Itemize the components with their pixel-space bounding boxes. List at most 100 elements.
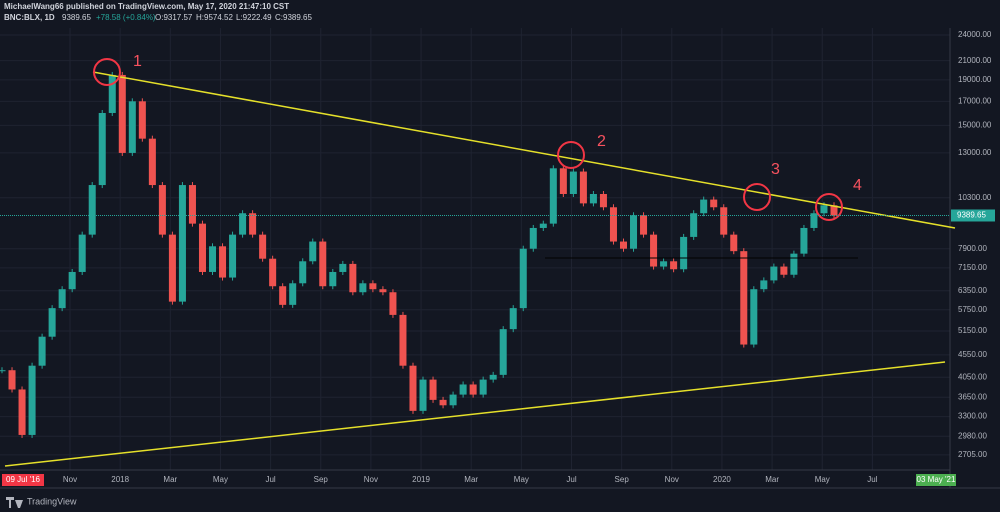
candle: [619, 241, 628, 249]
candle: [269, 258, 277, 287]
x-tick-label: Mar: [765, 475, 779, 484]
candle: [249, 213, 257, 235]
start-date: 09 Jul '16: [6, 475, 41, 484]
candle: [790, 253, 798, 275]
candle: [489, 374, 497, 380]
candle: [188, 185, 196, 224]
candle: [710, 199, 718, 208]
candle: [108, 74, 116, 113]
y-tick-label: 3650.00: [958, 392, 987, 401]
low: L:9222.49: [236, 13, 272, 22]
candle: [178, 185, 186, 302]
logo: [6, 497, 23, 508]
candle: [519, 248, 527, 309]
candle: [730, 234, 738, 252]
candle: [319, 241, 327, 287]
candle: [98, 112, 106, 186]
y-tick-label: 4550.00: [958, 350, 987, 359]
y-tick-label: 13000.00: [958, 148, 992, 157]
x-tick-label: May: [213, 475, 228, 484]
candle: [8, 370, 16, 390]
candle: [78, 234, 86, 272]
candle: [148, 138, 156, 186]
open: O:9317.57: [155, 13, 193, 22]
candle: [289, 283, 297, 305]
x-tick-label: Sep: [615, 475, 630, 484]
candle: [299, 261, 307, 284]
footer: TradingView: [27, 496, 77, 506]
candle: [208, 246, 217, 272]
y-tick-label: 5750.00: [958, 305, 987, 314]
y-tick-label: 4050.00: [958, 372, 987, 381]
candle: [559, 168, 567, 194]
candle: [168, 234, 176, 302]
grid: [0, 28, 950, 470]
candle: [399, 314, 407, 366]
candle: [409, 365, 417, 411]
x-tick-label: Jul: [867, 475, 877, 484]
candle: [279, 286, 287, 305]
candle: [118, 74, 126, 153]
x-tick-label: Nov: [364, 475, 378, 484]
candle: [820, 205, 828, 214]
x-tick-label: May: [514, 475, 529, 484]
x-tick-label: Mar: [163, 475, 177, 484]
candle: [339, 263, 347, 272]
end-date: 03 May '21: [917, 475, 956, 484]
candle: [28, 365, 36, 435]
candle: [419, 379, 427, 411]
candle: [449, 394, 457, 406]
candle: [740, 251, 748, 345]
candle: [650, 234, 658, 267]
y-tick-label: 10300.00: [958, 193, 992, 202]
candle: [198, 223, 206, 272]
candle: [680, 236, 688, 270]
candle: [780, 266, 788, 275]
x-tick-label: Mar: [464, 475, 478, 484]
x-tick-label: May: [815, 475, 830, 484]
y-tick-label: 2705.00: [958, 450, 987, 459]
candle: [640, 215, 648, 235]
end-date-box: [916, 474, 956, 486]
y-tick-label: 24000.00: [958, 30, 992, 39]
candle: [18, 389, 26, 435]
candle: [68, 271, 76, 290]
candles: [0, 71, 838, 438]
x-tick-label: Jul: [566, 475, 576, 484]
candle: [48, 308, 56, 337]
highlight-circle: [815, 193, 843, 221]
candle: [479, 379, 487, 395]
candle: [138, 101, 146, 139]
candle: [760, 280, 768, 290]
annotation: 4: [853, 177, 862, 194]
candle: [750, 289, 758, 345]
candle: [670, 261, 678, 270]
last-price-label: 9389.65: [957, 211, 986, 220]
annotation: 1: [133, 53, 142, 70]
start-date-box: [2, 474, 44, 486]
lower-trendline: [4, 361, 946, 467]
candle: [720, 207, 728, 235]
y-tick-label: 21000.00: [958, 56, 992, 65]
y-tick-label: 7150.00: [958, 263, 987, 272]
candle: [229, 234, 237, 278]
candle: [439, 399, 447, 406]
annotation: 3: [771, 161, 780, 178]
candle: [700, 199, 708, 214]
candle: [239, 213, 247, 235]
candle: [459, 384, 467, 395]
candle: [0, 370, 6, 372]
y-tick-label: 6350.00: [958, 286, 987, 295]
close: C:9389.65: [275, 13, 312, 22]
x-tick-label: Nov: [665, 475, 679, 484]
x-tick-label: 2019: [412, 475, 430, 484]
highlight-circle: [93, 58, 121, 86]
candle: [379, 289, 387, 293]
candle: [429, 379, 437, 400]
y-tick-label: 3300.00: [958, 412, 987, 421]
candle: [329, 271, 337, 287]
candle: [549, 168, 557, 224]
